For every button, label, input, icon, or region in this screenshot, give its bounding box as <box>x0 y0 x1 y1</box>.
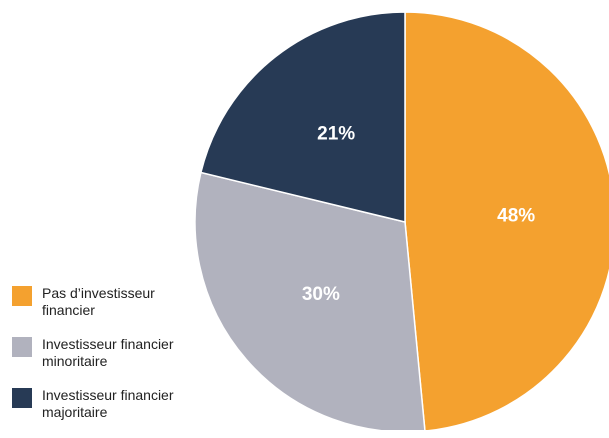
legend: Pas d’investisseur financier Investisseur… <box>12 285 212 438</box>
value-label: 30% <box>302 284 340 305</box>
legend-item: Investisseur financier majoritaire <box>12 387 212 421</box>
legend-item: Investisseur financier minoritaire <box>12 336 212 370</box>
pie-slice <box>200 11 406 223</box>
legend-item: Pas d’investisseur financier <box>12 285 212 319</box>
value-label: 48% <box>497 206 535 227</box>
legend-label: Investisseur financier minoritaire <box>42 336 174 369</box>
legend-swatch <box>12 286 32 306</box>
pie-slice <box>404 11 609 430</box>
value-label: 21% <box>317 124 355 145</box>
legend-swatch <box>12 337 32 357</box>
legend-label: Pas d’investisseur financier <box>42 285 155 318</box>
legend-label: Investisseur financier majoritaire <box>42 387 174 420</box>
legend-swatch <box>12 388 32 408</box>
